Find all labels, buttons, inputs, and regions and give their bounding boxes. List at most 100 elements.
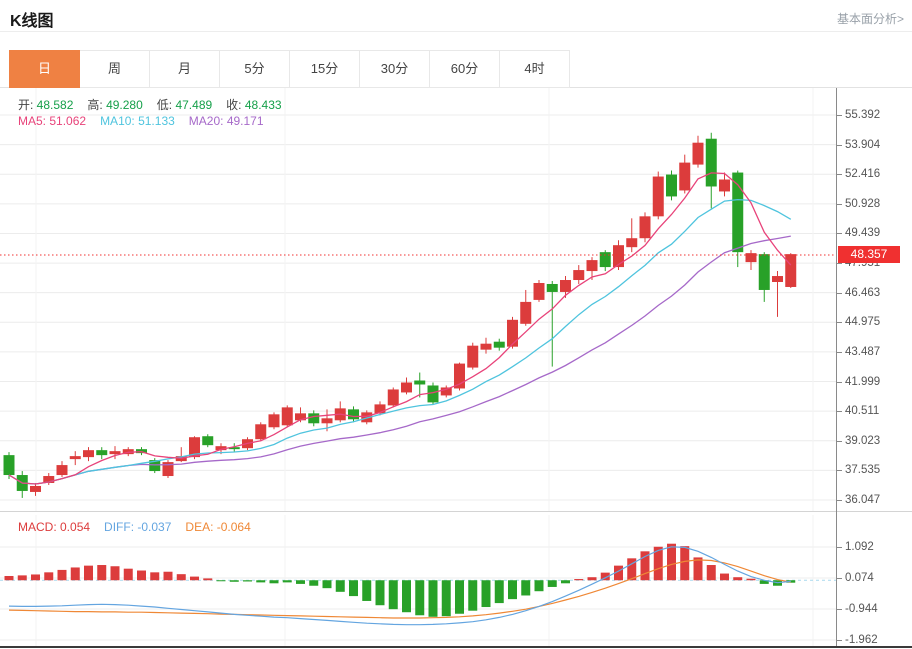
title-divider xyxy=(0,31,912,32)
macd-histogram-bar xyxy=(627,558,637,581)
candle-body xyxy=(149,460,161,472)
ohlc-legend-item: 低: 47.489 xyxy=(156,98,213,112)
candle-body xyxy=(639,216,651,239)
ohlc-legend-item: 开: 48.582 xyxy=(18,98,74,112)
price-tick-label: 36.047 xyxy=(837,492,911,508)
candle-body xyxy=(454,363,465,389)
ma-legend-item: MA10: 51.133 xyxy=(100,114,175,128)
candle-body xyxy=(705,138,717,187)
candle-body xyxy=(666,174,677,197)
candle-body xyxy=(785,254,797,287)
macd-histogram-bar xyxy=(203,578,213,581)
candle-body xyxy=(228,447,240,450)
candle-body xyxy=(43,476,55,483)
candle-body xyxy=(348,409,359,420)
candle-body xyxy=(109,451,121,455)
macd-histogram-bar xyxy=(746,578,756,581)
macd-histogram-bar xyxy=(402,580,411,613)
tab-period-4[interactable]: 5分 xyxy=(219,50,290,88)
price-tick-label: 46.463 xyxy=(837,285,911,301)
macd-histogram-bar xyxy=(508,580,517,600)
ohlc-legend-item: 收: 48.433 xyxy=(226,98,282,112)
macd-histogram-bar xyxy=(309,580,319,586)
macd-legend-item: DIFF: -0.037 xyxy=(104,520,172,534)
price-tick-label: 41.999 xyxy=(837,374,911,390)
candle-body xyxy=(626,238,638,248)
ohlc-legend: 开: 48.582 高: 49.280 低: 47.489 收: 48.433 xyxy=(18,96,296,113)
macd-histogram-bar xyxy=(322,580,332,589)
candle-body xyxy=(189,437,200,458)
macd-histogram-bar xyxy=(441,580,451,617)
candle-body xyxy=(440,387,452,396)
macd-histogram-bar xyxy=(547,580,557,587)
fundamental-analysis-link[interactable]: 基本面分析> xyxy=(836,12,904,26)
macd-histogram-bar xyxy=(256,580,266,583)
candle-body xyxy=(414,380,426,385)
ohlc-legend-item: 高: 49.280 xyxy=(87,98,143,112)
tab-period-8[interactable]: 4时 xyxy=(499,50,570,88)
candle-body xyxy=(758,254,770,290)
macd-histogram-bar xyxy=(163,571,173,581)
macd-histogram-bar xyxy=(216,580,226,582)
tab-period-5[interactable]: 15分 xyxy=(289,50,360,88)
macd-legend-item: MACD: 0.054 xyxy=(18,520,91,534)
macd-histogram-bar xyxy=(733,577,743,581)
macd-histogram-bar xyxy=(561,580,570,584)
macd-histogram-bar xyxy=(269,580,279,584)
candle-body xyxy=(692,142,704,165)
macd-histogram-bar xyxy=(123,568,133,581)
macd-histogram-bar xyxy=(4,575,14,581)
candle-body xyxy=(546,283,558,292)
candle-body xyxy=(480,343,492,350)
candle-body xyxy=(427,385,439,403)
macd-histogram-bar xyxy=(468,580,478,611)
macd-histogram-bar xyxy=(481,580,491,608)
macd-tick-label: 1.092 xyxy=(837,539,911,555)
tab-period-1[interactable]: 日 xyxy=(9,50,80,88)
candle-body xyxy=(56,465,68,476)
current-price-label: 48.357 xyxy=(838,246,900,264)
tab-period-7[interactable]: 60分 xyxy=(429,50,500,88)
macd-histogram-bar xyxy=(57,569,67,581)
macd-histogram-bar xyxy=(706,565,716,581)
candle-body xyxy=(255,424,267,440)
macd-histogram-bar xyxy=(521,580,531,596)
candle-body xyxy=(613,245,624,268)
candle-body xyxy=(268,414,280,428)
candle-body xyxy=(215,446,227,451)
macd-histogram-bar xyxy=(653,546,663,581)
macd-histogram-bar xyxy=(229,580,239,582)
macd-histogram-bar xyxy=(349,580,358,597)
candle-body xyxy=(295,413,306,421)
price-tick-label: 50.928 xyxy=(837,196,911,212)
macd-chart[interactable] xyxy=(0,515,836,646)
macd-histogram-bar xyxy=(534,580,544,592)
macd-histogram-bar xyxy=(44,572,54,581)
price-axis-line xyxy=(836,88,837,646)
macd-legend-item: DEA: -0.064 xyxy=(185,520,251,534)
candle-body xyxy=(308,413,320,424)
price-tick-label: 53.904 xyxy=(837,137,911,153)
candle-body xyxy=(3,455,15,476)
candle-body xyxy=(599,252,611,268)
tab-period-2[interactable]: 周 xyxy=(79,50,150,88)
macd-tick-label: -0.944 xyxy=(837,601,911,617)
price-tick-label: 39.023 xyxy=(837,433,911,449)
candle-body xyxy=(772,276,783,283)
main-candlestick-chart[interactable] xyxy=(0,88,836,511)
macd-histogram-bar xyxy=(282,580,292,583)
tab-period-6[interactable]: 30分 xyxy=(359,50,430,88)
price-tick-label: 40.511 xyxy=(837,403,911,419)
price-tick-label: 37.535 xyxy=(837,462,911,478)
macd-histogram-bar xyxy=(388,580,398,610)
macd-histogram-bar xyxy=(97,565,107,581)
period-tabbar: 日周月 5分 15分 30分 60分 4时 xyxy=(9,50,570,88)
candle-body xyxy=(374,404,386,414)
candle-body xyxy=(122,449,134,455)
ma10-line xyxy=(8,198,792,485)
macd-histogram-bar xyxy=(176,574,186,581)
tab-period-3[interactable]: 月 xyxy=(149,50,220,88)
macd-tick-label: 0.074 xyxy=(837,570,911,586)
candle-body xyxy=(507,319,518,347)
